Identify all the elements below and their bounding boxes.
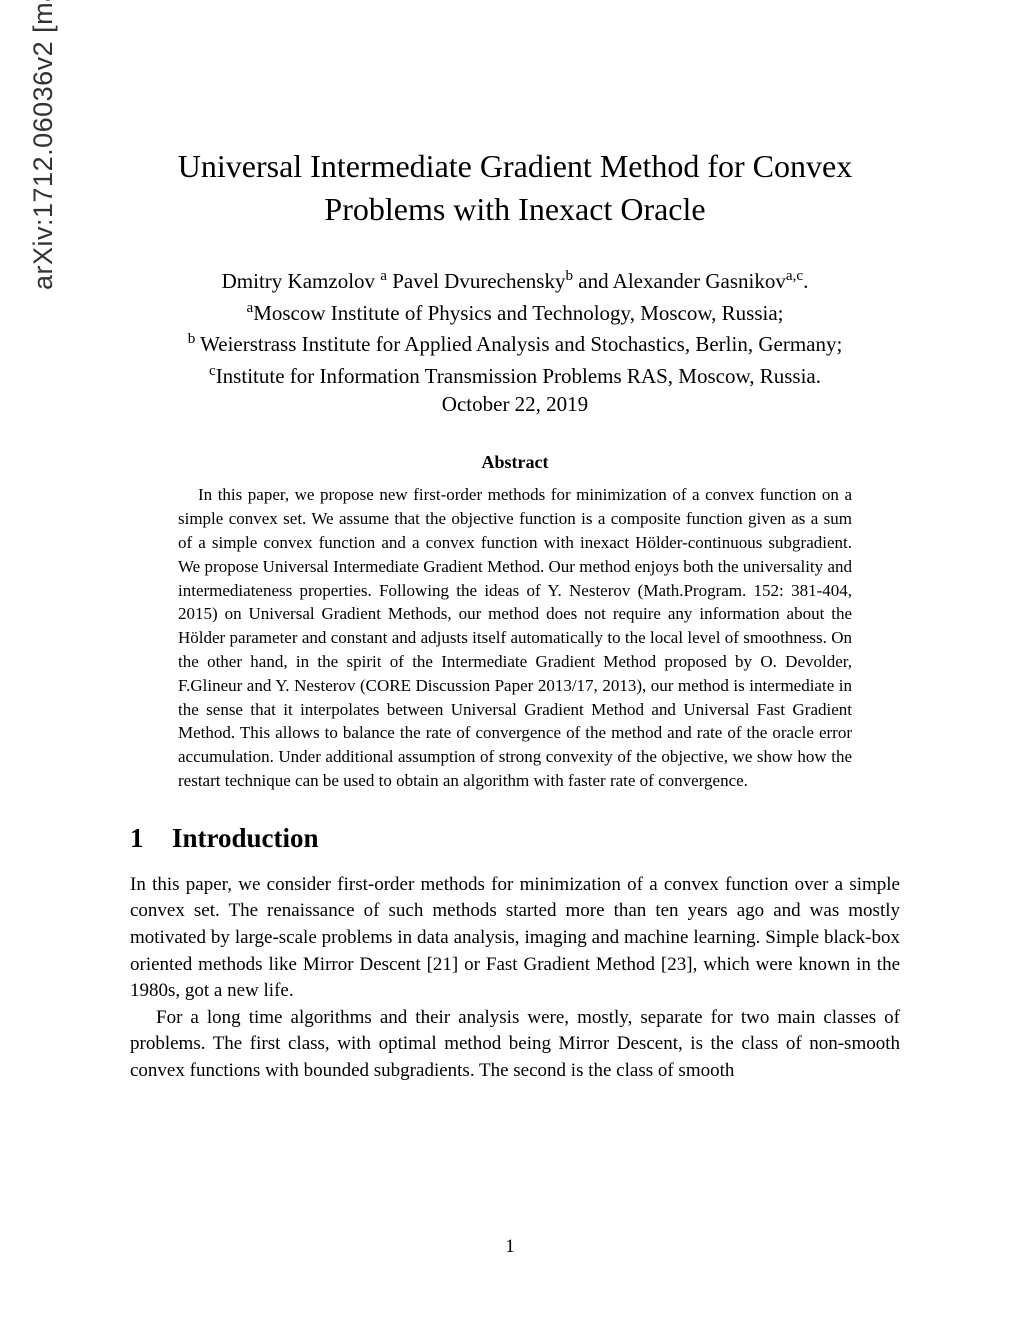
page-content: Universal Intermediate Gradient Method f… bbox=[130, 145, 900, 1084]
section-number: 1 bbox=[130, 823, 172, 854]
affil-c-text: Institute for Information Transmission P… bbox=[216, 364, 821, 388]
arxiv-id-text: arXiv:1712.06036v2 [math.OC] 21 Oct 2019 bbox=[28, 0, 58, 290]
paper-date: October 22, 2019 bbox=[130, 392, 900, 417]
body-paragraph-1: In this paper, we consider first-order m… bbox=[130, 872, 900, 1005]
author-2-sup: b bbox=[565, 268, 573, 284]
arxiv-identifier: arXiv:1712.06036v2 [math.OC] 21 Oct 2019 bbox=[28, 0, 59, 290]
affiliation-b: b Weierstrass Institute for Applied Anal… bbox=[130, 329, 900, 361]
abstract-body: In this paper, we propose new first-orde… bbox=[178, 483, 852, 792]
paper-title: Universal Intermediate Gradient Method f… bbox=[130, 145, 900, 231]
affil-b-text: Weierstrass Institute for Applied Analys… bbox=[195, 332, 842, 356]
body-paragraph-2: For a long time algorithms and their ana… bbox=[130, 1005, 900, 1085]
affiliation-a: aMoscow Institute of Physics and Technol… bbox=[130, 298, 900, 330]
section-title: Introduction bbox=[172, 823, 319, 853]
authors-line: Dmitry Kamzolov a Pavel Dvurechenskyb an… bbox=[130, 266, 900, 298]
author-1: Dmitry Kamzolov bbox=[222, 269, 381, 293]
author-1-sup: a bbox=[380, 268, 387, 284]
authors-end: . bbox=[803, 269, 808, 293]
abstract-heading: Abstract bbox=[130, 452, 900, 473]
author-3-sup: a,c bbox=[786, 268, 803, 284]
affiliation-c: cInstitute for Information Transmission … bbox=[130, 361, 900, 393]
page-number: 1 bbox=[505, 1236, 515, 1258]
author-3: and Alexander Gasnikov bbox=[573, 269, 786, 293]
affil-a-text: Moscow Institute of Physics and Technolo… bbox=[253, 301, 783, 325]
section-1-heading: 1Introduction bbox=[130, 823, 900, 854]
author-2: Pavel Dvurechensky bbox=[387, 269, 565, 293]
affil-c-sup: c bbox=[209, 363, 216, 379]
